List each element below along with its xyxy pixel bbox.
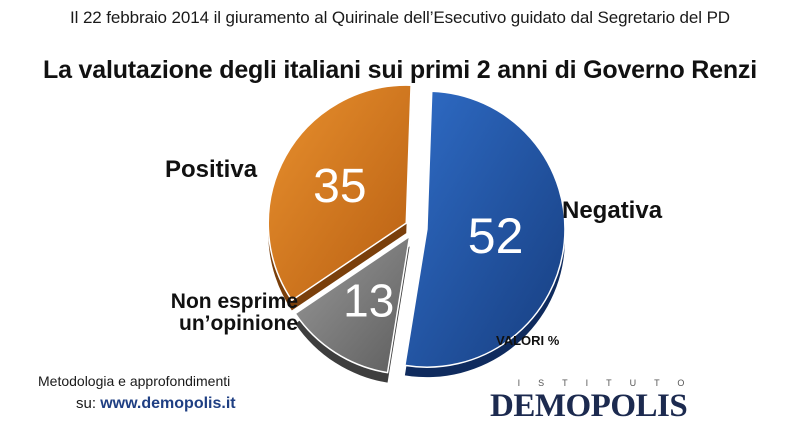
slice-positiva-value: 35 [313, 160, 366, 213]
slice-non-esprime [294, 234, 411, 374]
chart-title: La valutazione degli italiani sui primi … [43, 56, 757, 84]
label-negativa: Negativa [562, 197, 663, 224]
method-link-row: su: www.demopolis.it [76, 395, 236, 413]
units-label: VALORI % [496, 333, 560, 348]
slice-non-esprime-value: 13 [343, 274, 394, 326]
logo-name: DEMOPOLIS [490, 388, 688, 424]
slice-negativa-value: 52 [468, 208, 524, 264]
slice-negativa [404, 90, 566, 368]
demopolis-logo: ISTITUTO DEMOPOLIS [490, 378, 740, 428]
label-non-esprime-line1: Non esprime [170, 290, 298, 313]
method-prefix: su: [76, 395, 101, 412]
label-positiva: Positiva [165, 156, 258, 183]
slice-positiva [267, 84, 412, 302]
logo-istituto: ISTITUTO [517, 378, 703, 388]
method-link[interactable]: www.demopolis.it [100, 395, 236, 412]
label-non-esprime: Non esprime un’opinione [130, 290, 298, 336]
label-non-esprime-line2: un’opinione [179, 312, 298, 336]
method-text: Metodologia e approfondimenti [38, 373, 231, 389]
chart-subtitle: Il 22 febbraio 2014 il giuramento al Qui… [70, 8, 730, 27]
